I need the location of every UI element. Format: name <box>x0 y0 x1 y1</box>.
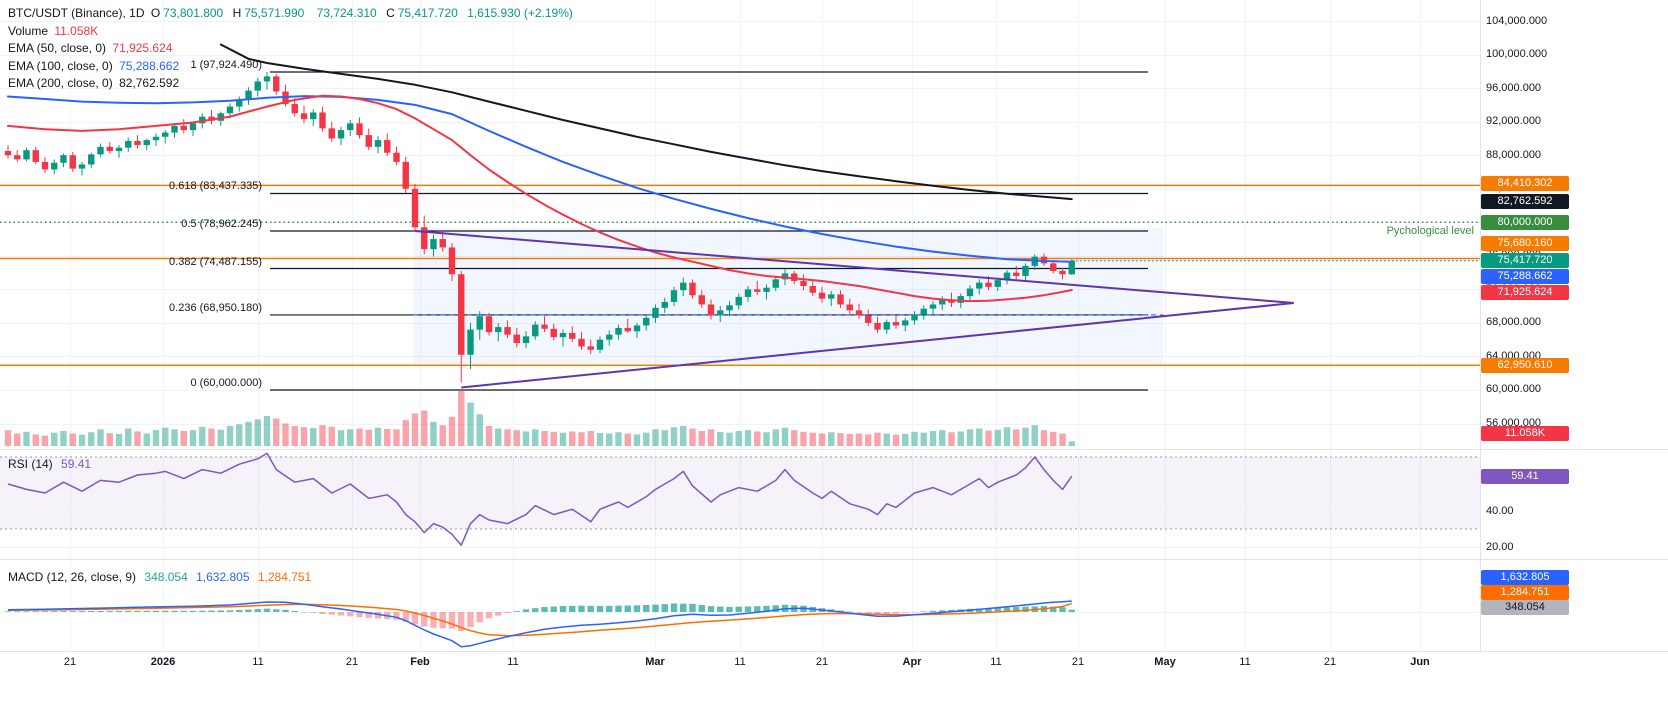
ema200-row[interactable]: EMA (200, close, 0) 82,762.592 <box>8 75 576 93</box>
open-key: O <box>150 6 161 20</box>
price-axis[interactable] <box>1480 0 1668 651</box>
ema100-row[interactable]: EMA (100, close, 0) 75,288.662 <box>8 58 576 76</box>
high-key: H <box>232 6 242 20</box>
ema100-value: 75,288.662 <box>119 58 180 73</box>
time-axis[interactable] <box>0 651 1668 686</box>
macd-signal-value: 1,284.751 <box>257 570 312 584</box>
ema50-value: 71,925.624 <box>112 41 173 55</box>
symbol-title[interactable]: BTC/USDT (Binance), 1D <box>8 6 145 20</box>
open-value: 73,801.800 <box>163 6 224 20</box>
volume-value: 11.058K <box>54 23 99 38</box>
low-value: 73,724.310 <box>316 6 377 20</box>
ema50-row[interactable]: EMA (50, close, 0) 71,925.624 <box>8 40 576 58</box>
macd-line-value: 1,632.805 <box>196 570 250 584</box>
main-legend: BTC/USDT (Binance), 1D O 73,801.800 H 75,5… <box>8 5 576 93</box>
close-value: 75,417.720 <box>397 6 458 20</box>
rsi-legend[interactable]: RSI (14) 59.41 <box>8 457 96 471</box>
ema200-value: 82,762.592 <box>119 76 180 90</box>
rsi-label: RSI (14) <box>8 457 53 471</box>
rsi-value: 59.41 <box>61 457 92 471</box>
ema200-label: EMA (200, close, 0) <box>8 76 113 90</box>
volume-row[interactable]: Volume 11.058K <box>8 23 576 41</box>
change-value: 1,615.930 (+2.19%) <box>467 6 573 20</box>
symbol-row[interactable]: BTC/USDT (Binance), 1D O 73,801.800 H 75,5… <box>8 5 576 23</box>
macd-hist-value: 348.054 <box>144 570 188 584</box>
macd-label: MACD (12, 26, close, 9) <box>8 570 137 584</box>
high-value: 75,571.990 <box>244 6 305 20</box>
ema100-label: EMA (100, close, 0) <box>8 58 113 73</box>
macd-legend[interactable]: MACD (12, 26, close, 9) 348.054 1,632.80… <box>8 570 316 584</box>
ema50-label: EMA (50, close, 0) <box>8 41 107 55</box>
volume-label: Volume <box>8 23 49 38</box>
close-key: C <box>386 6 395 20</box>
